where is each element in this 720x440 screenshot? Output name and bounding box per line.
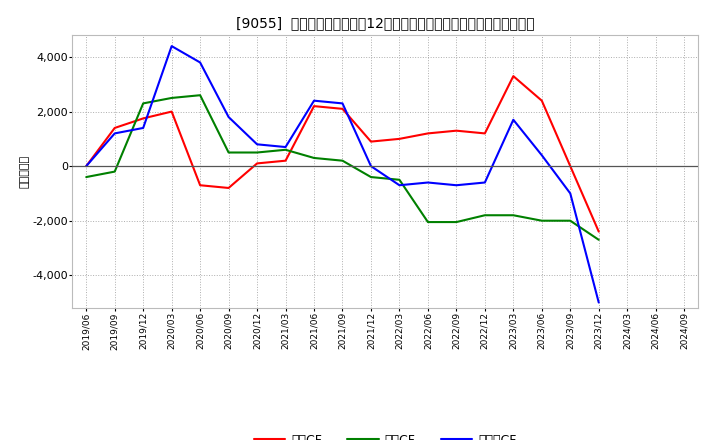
フリーCF <box>139 125 148 131</box>
投資CF <box>480 213 489 218</box>
フリーCF <box>338 101 347 106</box>
営業CF <box>253 161 261 166</box>
営業CF <box>452 128 461 133</box>
営業CF <box>423 131 432 136</box>
投資CF <box>139 101 148 106</box>
フリーCF <box>282 144 290 150</box>
営業CF <box>110 125 119 131</box>
投資CF <box>110 169 119 174</box>
Line: 営業CF: 営業CF <box>86 76 599 231</box>
投資CF <box>338 158 347 163</box>
営業CF <box>338 106 347 111</box>
フリーCF <box>366 164 375 169</box>
Line: フリーCF: フリーCF <box>86 46 599 303</box>
営業CF <box>509 73 518 79</box>
投資CF <box>452 220 461 225</box>
投資CF <box>395 177 404 183</box>
フリーCF <box>566 191 575 196</box>
フリーCF <box>196 60 204 65</box>
投資CF <box>595 237 603 242</box>
フリーCF <box>452 183 461 188</box>
営業CF <box>282 158 290 163</box>
営業CF <box>196 183 204 188</box>
フリーCF <box>423 180 432 185</box>
営業CF <box>167 109 176 114</box>
フリーCF <box>395 183 404 188</box>
投資CF <box>282 147 290 152</box>
投資CF <box>225 150 233 155</box>
フリーCF <box>310 98 318 103</box>
営業CF <box>310 103 318 109</box>
投資CF <box>423 220 432 225</box>
Legend: 営業CF, 投資CF, フリーCF: 営業CF, 投資CF, フリーCF <box>249 429 521 440</box>
フリーCF <box>82 164 91 169</box>
フリーCF <box>509 117 518 122</box>
投資CF <box>310 155 318 161</box>
Line: 投資CF: 投資CF <box>86 95 599 240</box>
フリーCF <box>537 153 546 158</box>
営業CF <box>225 185 233 191</box>
営業CF <box>566 164 575 169</box>
営業CF <box>595 229 603 234</box>
フリーCF <box>225 114 233 120</box>
Title: [9055]  キャッシュフローの12か月移動合計の対前年同期増減額の推移: [9055] キャッシュフローの12か月移動合計の対前年同期増減額の推移 <box>236 16 534 30</box>
投資CF <box>537 218 546 224</box>
営業CF <box>537 98 546 103</box>
投資CF <box>253 150 261 155</box>
投資CF <box>167 95 176 101</box>
Y-axis label: （百万円）: （百万円） <box>19 155 30 188</box>
営業CF <box>139 116 148 121</box>
営業CF <box>82 164 91 169</box>
営業CF <box>395 136 404 142</box>
営業CF <box>480 131 489 136</box>
フリーCF <box>167 44 176 49</box>
フリーCF <box>110 131 119 136</box>
投資CF <box>196 92 204 98</box>
フリーCF <box>253 142 261 147</box>
営業CF <box>366 139 375 144</box>
投資CF <box>509 213 518 218</box>
フリーCF <box>480 180 489 185</box>
投資CF <box>82 174 91 180</box>
投資CF <box>566 218 575 224</box>
投資CF <box>366 174 375 180</box>
フリーCF <box>595 300 603 305</box>
